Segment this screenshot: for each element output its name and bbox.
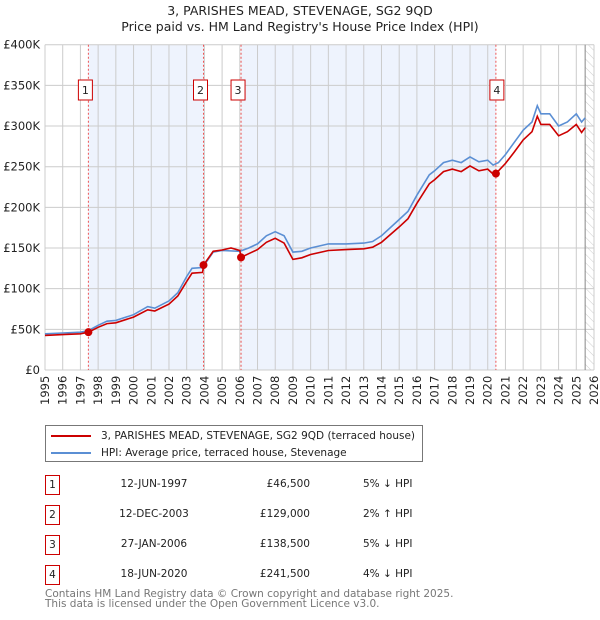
x-tick-label: 2007 bbox=[251, 376, 265, 405]
x-tick-label: 2004 bbox=[197, 376, 211, 405]
legend: 3, PARISHES MEAD, STEVENAGE, SG2 9QD (te… bbox=[45, 425, 423, 462]
x-tick-label: 2002 bbox=[162, 376, 176, 405]
x-tick-label: 2013 bbox=[357, 376, 371, 405]
x-tick-label: 2023 bbox=[534, 376, 548, 405]
sale-marker-box bbox=[230, 79, 246, 101]
sale-price: £46,500 bbox=[266, 478, 310, 490]
sale-marker-label: 3 bbox=[235, 84, 242, 97]
x-tick-label: 2020 bbox=[481, 376, 495, 405]
legend-label-property: 3, PARISHES MEAD, STEVENAGE, SG2 9QD (te… bbox=[101, 430, 415, 442]
sale-price: £241,500 bbox=[259, 568, 310, 580]
footer-licence: This data is licensed under the Open Gov… bbox=[45, 598, 380, 610]
x-tick-label: 2022 bbox=[516, 376, 530, 405]
x-tick-label: 1996 bbox=[56, 376, 70, 405]
sale-marker-box bbox=[489, 79, 505, 101]
hpi-comparison: 4% ↓ HPI bbox=[363, 568, 413, 580]
marker-badge: 2 bbox=[45, 505, 60, 525]
x-tick-label: 2014 bbox=[374, 376, 388, 405]
x-tick-label: 2019 bbox=[463, 376, 477, 405]
table-row: 3 27-JAN-2006 £138,500 5% ↓ HPI bbox=[45, 535, 445, 555]
x-tick-label: 2003 bbox=[180, 376, 194, 405]
legend-swatch-property bbox=[51, 435, 91, 437]
x-tick-label: 2008 bbox=[268, 376, 282, 405]
marker-badge: 4 bbox=[45, 565, 60, 585]
sale-point bbox=[491, 169, 500, 178]
legend-item-hpi: HPI: Average price, terraced house, Stev… bbox=[46, 445, 347, 461]
x-tick-label: 2012 bbox=[339, 376, 353, 405]
x-tick-label: 1999 bbox=[109, 376, 123, 405]
x-tick-label: 2025 bbox=[569, 376, 583, 405]
sale-point bbox=[199, 261, 208, 270]
sale-marker-box bbox=[193, 79, 209, 101]
footer: Contains HM Land Registry data © Crown c… bbox=[45, 588, 454, 610]
x-tick-label: 2011 bbox=[321, 376, 335, 405]
price-chart: 1995 1996 1997 1998 1999 2000 2001 2002 2003 2004… bbox=[3, 38, 600, 405]
x-tick-label: 2016 bbox=[410, 376, 424, 405]
x-tick-label: 2017 bbox=[428, 376, 442, 405]
sale-price: £129,000 bbox=[259, 508, 310, 520]
y-tick-label: £400K bbox=[3, 38, 40, 52]
x-tick-label: 2018 bbox=[445, 376, 459, 405]
hpi-comparison: 5% ↓ HPI bbox=[363, 538, 413, 550]
sale-date: 12-JUN-1997 bbox=[120, 478, 188, 490]
hpi-comparison: 2% ↑ HPI bbox=[363, 508, 413, 520]
table-row: 4 18-JUN-2020 £241,500 4% ↓ HPI bbox=[45, 565, 445, 585]
sale-marker-label: 4 bbox=[493, 84, 500, 97]
marker-badge: 3 bbox=[45, 535, 60, 555]
y-tick-label: £200K bbox=[3, 200, 40, 214]
legend-label-hpi: HPI: Average price, terraced house, Stev… bbox=[101, 447, 347, 459]
sale-marker-box bbox=[77, 79, 93, 101]
y-tick-label: £250K bbox=[3, 160, 40, 174]
sale-marker-label: 1 bbox=[82, 84, 89, 97]
sale-point bbox=[84, 328, 93, 337]
x-tick-label: 1995 bbox=[38, 376, 52, 405]
x-tick-label: 2001 bbox=[144, 376, 158, 405]
x-tick-label: 2024 bbox=[552, 376, 566, 405]
y-tick-label: £150K bbox=[3, 241, 40, 255]
x-tick-label: 2010 bbox=[304, 376, 318, 405]
property-price-line bbox=[44, 114, 586, 337]
x-tick-label: 2021 bbox=[498, 376, 512, 405]
x-tick-label: 2000 bbox=[127, 376, 141, 405]
table-row: 1 12-JUN-1997 £46,500 5% ↓ HPI bbox=[45, 475, 445, 495]
x-tick-label: 2005 bbox=[215, 376, 229, 405]
footer-copyright: Contains HM Land Registry data © Crown c… bbox=[45, 588, 454, 600]
sale-marker-label: 2 bbox=[197, 84, 204, 97]
sale-point bbox=[237, 253, 246, 262]
x-tick-label: 2026 bbox=[587, 376, 600, 405]
legend-item-property: 3, PARISHES MEAD, STEVENAGE, SG2 9QD (te… bbox=[46, 428, 415, 444]
x-tick-label: 1998 bbox=[91, 376, 105, 405]
sale-date: 12-DEC-2003 bbox=[119, 508, 189, 520]
legend-swatch-hpi bbox=[51, 452, 91, 454]
x-tick-label: 1997 bbox=[73, 376, 87, 405]
y-tick-label: £0 bbox=[25, 363, 40, 377]
marker-badge: 1 bbox=[45, 475, 60, 495]
chart-title: 3, PARISHES MEAD, STEVENAGE, SG2 9QD bbox=[167, 3, 433, 18]
hpi-comparison: 5% ↓ HPI bbox=[363, 478, 413, 490]
x-tick-label: 2009 bbox=[286, 376, 300, 405]
y-tick-label: £350K bbox=[3, 78, 40, 92]
sale-price: £138,500 bbox=[259, 538, 310, 550]
x-tick-label: 2015 bbox=[392, 376, 406, 405]
x-tick-label: 2006 bbox=[233, 376, 247, 405]
sale-date: 27-JAN-2006 bbox=[120, 538, 188, 550]
sale-date: 18-JUN-2020 bbox=[120, 568, 188, 580]
y-tick-label: £100K bbox=[3, 282, 40, 296]
chart-subtitle: Price paid vs. HM Land Registry's House … bbox=[121, 19, 479, 34]
y-tick-label: £50K bbox=[11, 322, 41, 336]
hpi-line bbox=[44, 103, 586, 335]
table-row: 2 12-DEC-2003 £129,000 2% ↑ HPI bbox=[45, 505, 445, 525]
y-tick-label: £300K bbox=[3, 119, 40, 133]
